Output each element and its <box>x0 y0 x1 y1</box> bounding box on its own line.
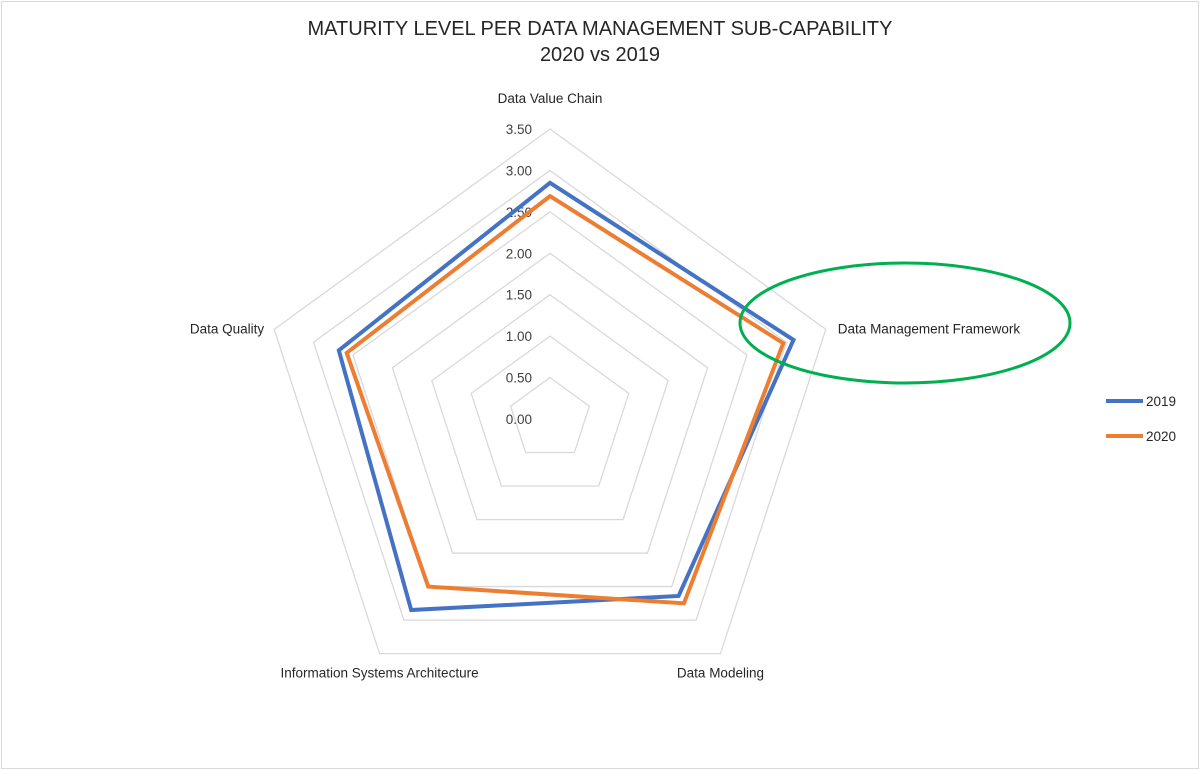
grid-ring <box>431 293 669 521</box>
category-label: Data Quality <box>190 321 265 336</box>
chart-title: MATURITY LEVEL PER DATA MANAGEMENT SUB-C… <box>0 16 1200 68</box>
tick-label: 0.00 <box>506 412 532 427</box>
tick-label: 3.50 <box>506 122 532 137</box>
annotation <box>738 261 1072 385</box>
grid-ring <box>352 211 748 588</box>
radar-category-labels: Data Value Chain Data Management Framewor… <box>190 91 1020 681</box>
tick-label: 0.50 <box>506 371 532 386</box>
grid-ring <box>391 252 709 554</box>
series-line-2020 <box>344 193 786 606</box>
radar-tick-labels: 0.000.501.001.502.002.503.003.50 <box>506 122 532 427</box>
radar-series <box>336 180 797 613</box>
chart-subtitle: 2020 vs 2019 <box>539 44 661 66</box>
category-label: Data Modeling <box>677 666 764 681</box>
tick-label: 1.00 <box>506 329 532 344</box>
chart-title-main: MATURITY LEVEL PER DATA MANAGEMENT SUB-C… <box>307 18 893 40</box>
category-label: Data Management Framework <box>838 321 1021 336</box>
tick-label: 3.00 <box>506 163 532 178</box>
highlight-ellipse <box>738 261 1072 385</box>
category-label: Information Systems Architecture <box>281 666 479 681</box>
grid-ring <box>509 376 591 454</box>
series-line-2019 <box>336 180 797 613</box>
radar-grid <box>273 128 827 655</box>
legend-label: 2020 <box>1146 429 1176 444</box>
grid-ring <box>312 169 788 621</box>
category-label: Data Value Chain <box>498 91 603 106</box>
tick-label: 2.00 <box>506 246 532 261</box>
legend-label: 2019 <box>1146 394 1176 409</box>
grid-ring <box>470 335 630 487</box>
grid-ring <box>273 128 827 655</box>
legend: 2019 2020 <box>1106 394 1176 444</box>
tick-label: 1.50 <box>506 288 532 303</box>
